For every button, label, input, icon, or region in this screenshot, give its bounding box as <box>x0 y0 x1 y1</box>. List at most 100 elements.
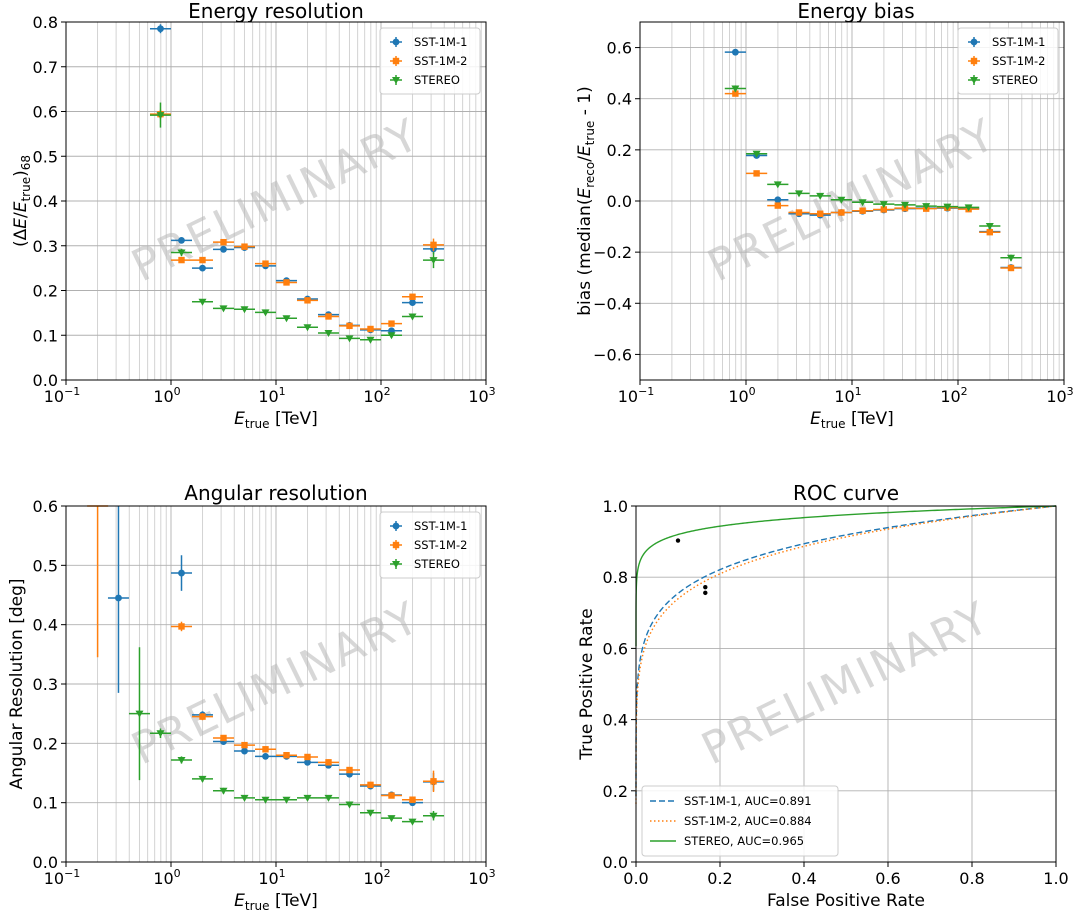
angular-resolution-sst-1m-2-point <box>388 792 395 799</box>
energy-resolution-x-tick-label: 101 <box>258 385 285 406</box>
energy-resolution-stereo-point <box>429 257 438 265</box>
energy-bias-y-tick-label: −0.4 <box>593 294 632 313</box>
energy-bias-stereo-point <box>752 150 761 158</box>
energy-resolution-stereo-point <box>198 298 207 306</box>
energy-resolution-stereo-point <box>177 249 186 257</box>
energy-resolution-stereo-point <box>366 336 375 344</box>
energy-bias-stereo-point <box>985 223 994 231</box>
angular-resolution-sst-1m-2-point <box>367 781 374 789</box>
energy-bias-sst-1m-2-point <box>732 90 739 97</box>
energy-bias-sst-1m-2-point <box>817 210 824 217</box>
energy-resolution-y-tick-label: 0.5 <box>33 147 58 166</box>
energy-bias-y-tick-label: −0.2 <box>593 243 632 262</box>
angular-resolution-stereo-point <box>366 809 375 817</box>
angular-resolution-legend-box <box>379 511 481 579</box>
angular-resolution-x-tick-label: 101 <box>258 867 285 888</box>
roc-curve-x-tick-label: 0.4 <box>791 869 816 888</box>
angular-resolution-sst-1m-2-point <box>241 741 248 749</box>
energy-resolution-sst-1m-2-point <box>346 322 353 330</box>
roc-curve-x-tick-label: 0.0 <box>623 869 648 888</box>
energy-resolution-axes-frame <box>65 21 487 381</box>
energy-resolution-legend-label: SST-1M-1 <box>414 35 467 49</box>
angular-resolution-y-tick-label: 0.5 <box>33 556 58 575</box>
energy-resolution-stereo-point <box>219 305 228 313</box>
energy-resolution-sst-1m-2-point <box>220 238 227 246</box>
angular-resolution-sst-1m-2-point <box>283 752 290 759</box>
roc-curve-legend-label: SST-1M-2, AUC=0.884 <box>684 814 812 828</box>
angular-resolution-stereo-point <box>387 815 396 823</box>
roc-curve-y-tick-label: 0.0 <box>603 853 628 872</box>
angular-resolution-stereo-point <box>156 730 165 738</box>
angular-resolution-sst-1m-2-point <box>325 759 332 766</box>
energy-resolution-y-tick-label: 0.2 <box>33 282 58 301</box>
angular-resolution-title: Angular resolution <box>184 481 367 505</box>
angular-resolution-y-tick-label: 0.3 <box>33 675 58 694</box>
energy-bias-x-tick-label: 102 <box>940 385 967 406</box>
angular-resolution-x-tick-label: 100 <box>153 867 180 888</box>
angular-resolution-stereo-point <box>135 710 144 718</box>
angular-resolution-sst-1m-1-point <box>304 758 311 766</box>
energy-bias-stereo-point <box>794 190 803 198</box>
angular-resolution-y-tick-label: 0.2 <box>33 734 58 753</box>
energy-resolution-y-tick-label: 0.3 <box>33 237 58 256</box>
energy-resolution-sst-1m-1-point <box>178 236 185 244</box>
energy-resolution-stereo-point <box>387 332 396 340</box>
angular-resolution-stereo-point <box>282 796 291 804</box>
energy-bias-sst-1m-2-point <box>753 170 760 177</box>
roc-curve-x-tick-label: 0.6 <box>875 869 900 888</box>
energy-bias-y-tick-label: −0.6 <box>593 345 632 364</box>
roc-curve-x-axis-label: False Positive Rate <box>767 891 925 911</box>
roc-curve-y-axis-label: True Positive Rate <box>577 608 597 760</box>
energy-bias-panel: Energy bias 10−1 100 101 102 103 −0.6 −0.4 −0.2… <box>575 0 1074 431</box>
energy-resolution-stereo-point <box>345 335 354 343</box>
energy-bias-legend-label: SST-1M-2 <box>992 54 1045 68</box>
energy-resolution-sst-1m-2-point <box>199 256 206 264</box>
energy-resolution-sst-1m-1-point <box>220 245 227 253</box>
energy-resolution-sst-1m-1-point <box>157 25 164 33</box>
angular-resolution-legend: SST-1M-1 SST-1M-2 STEREO <box>379 511 481 579</box>
energy-bias-stereo-point <box>943 203 952 211</box>
energy-resolution-stereo-point <box>282 315 291 323</box>
energy-resolution-y-tick-label: 0.8 <box>33 13 58 32</box>
energy-resolution-legend-marker <box>392 57 400 65</box>
angular-resolution-panel: Angular resolution 10−1 100 101 102 1030.00.… <box>7 481 496 913</box>
energy-bias-stereo-point <box>879 201 888 209</box>
angular-resolution-stereo-series <box>128 647 444 826</box>
angular-resolution-stereo-point <box>408 818 417 826</box>
angular-resolution-sst-1m-2-point <box>220 734 227 742</box>
energy-resolution-stereo-point <box>408 313 417 321</box>
angular-resolution-x-axis-label: Etrue [TeV] <box>234 891 318 913</box>
energy-resolution-panel: Energy resolution 10−1 100 101 102 1030.00.1… <box>11 0 496 431</box>
roc-curve-y-tick-label: 0.2 <box>603 782 628 801</box>
energy-bias-stereo-point <box>731 85 740 93</box>
energy-resolution-y-tick-label: 0.4 <box>33 192 58 211</box>
energy-resolution-sst-1m-2-point <box>388 320 395 327</box>
roc-curve-x-tick-label: 0.2 <box>707 869 732 888</box>
energy-bias-axes-frame <box>639 21 1065 381</box>
energy-resolution-y-tick-label: 0.7 <box>33 58 58 77</box>
energy-bias-legend-label: STEREO <box>992 73 1038 87</box>
roc-curve-legend-box <box>641 785 839 857</box>
energy-bias-sst-1m-2-point <box>880 206 887 213</box>
energy-resolution-sst-1m-2-point <box>262 260 269 267</box>
angular-resolution-stereo-point <box>429 812 438 820</box>
roc-curve-y-tick-label: 1.0 <box>603 497 628 516</box>
angular-resolution-x-tick-label: 103 <box>468 867 495 888</box>
angular-resolution-legend-marker <box>392 522 400 530</box>
energy-resolution-x-tick-label: 102 <box>363 385 390 406</box>
energy-bias-legend-marker <box>970 57 978 65</box>
angular-resolution-sst-1m-2-point <box>346 766 353 774</box>
energy-bias-y-tick-label: 0.0 <box>607 192 632 211</box>
roc-curve-watermark: PRELIMINARY <box>694 592 998 775</box>
angular-resolution-sst-1m-1-point <box>178 569 185 577</box>
energy-bias-stereo-point <box>858 199 867 207</box>
roc-curve-legend-label: STEREO, AUC=0.965 <box>684 834 804 848</box>
roc-curve-y-tick-label: 0.4 <box>603 711 628 730</box>
energy-bias-x-tick-label: 100 <box>728 385 755 406</box>
energy-resolution-y-tick-label: 0.1 <box>33 326 58 345</box>
roc-curve-stereo-curve <box>635 505 1057 647</box>
energy-resolution-sst-1m-2-point <box>367 325 374 333</box>
energy-bias-y-axis-label: bias (median(Ereco/Etrue - 1) <box>575 86 597 315</box>
angular-resolution-y-tick-label: 0.4 <box>33 616 58 635</box>
